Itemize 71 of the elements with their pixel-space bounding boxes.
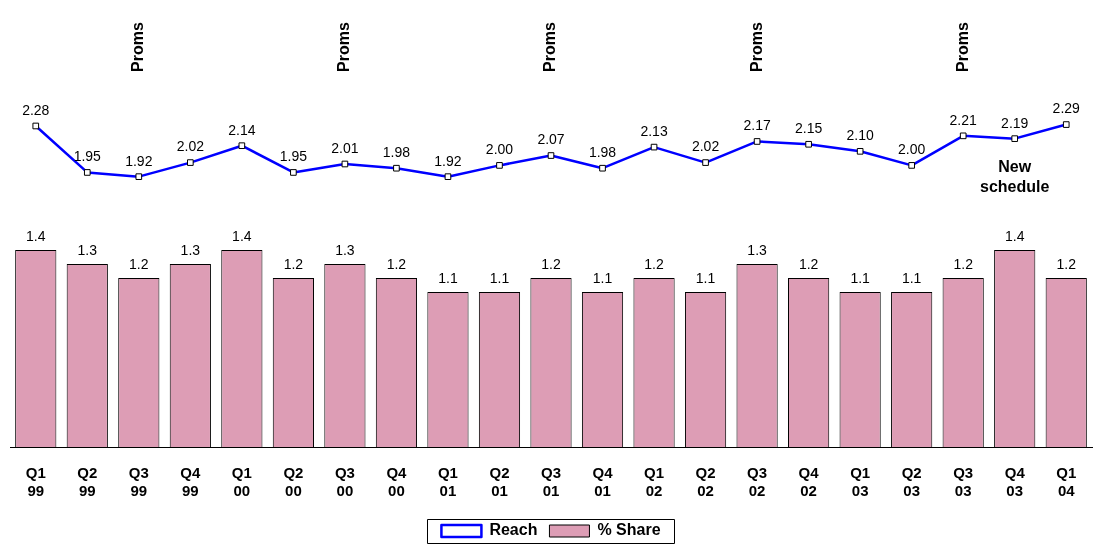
data-label: 1.1 bbox=[438, 269, 458, 286]
data-label: 2.00 bbox=[898, 141, 926, 158]
x-tick-label: Q4 99 bbox=[180, 464, 201, 500]
data-label: 2.21 bbox=[949, 111, 978, 128]
data-label: 1.95 bbox=[279, 148, 308, 165]
data-label: 2.02 bbox=[691, 138, 720, 155]
data-label: 1.92 bbox=[434, 152, 462, 169]
text: Proms bbox=[335, 22, 353, 72]
data-label: 1.95 bbox=[73, 148, 102, 165]
x-tick-label: Q4 01 bbox=[592, 464, 614, 500]
data-label: 2.19 bbox=[1001, 114, 1029, 131]
data-label: 1.4 bbox=[1004, 227, 1025, 244]
data-label: 1.2 bbox=[1056, 255, 1077, 272]
data-label: 1.98 bbox=[382, 144, 411, 161]
data-label: 2.01 bbox=[331, 139, 359, 156]
data-label: 1.3 bbox=[747, 241, 768, 258]
x-tick-label: Q1 02 bbox=[644, 464, 665, 500]
data-label: 1.1 bbox=[592, 269, 613, 286]
x-tick-label: Q2 02 bbox=[695, 464, 716, 500]
x-tick-label: Q1 99 bbox=[25, 464, 46, 500]
data-label: 1.4 bbox=[26, 227, 46, 244]
x-tick-label: Q2 00 bbox=[283, 464, 304, 500]
data-label: 1.4 bbox=[232, 227, 252, 244]
data-label: 2.14 bbox=[228, 121, 256, 138]
data-label: 1.92 bbox=[125, 152, 153, 169]
data-label: 1.2 bbox=[541, 255, 561, 272]
data-label: 1.1 bbox=[850, 269, 871, 286]
data-label: 2.15 bbox=[794, 120, 823, 137]
data-label: 1.1 bbox=[489, 269, 510, 286]
x-tick-label: Q1 01 bbox=[437, 464, 458, 500]
data-label: 2.02 bbox=[176, 138, 205, 155]
data-label: 2.28 bbox=[22, 101, 50, 118]
data-label: 1.3 bbox=[77, 241, 98, 258]
data-label: 1.3 bbox=[180, 241, 201, 258]
data-label: 2.29 bbox=[1052, 100, 1081, 117]
x-tick-label: Q4 00 bbox=[386, 464, 408, 500]
text: Proms bbox=[953, 22, 971, 72]
text: Proms bbox=[129, 22, 147, 72]
data-label: 2.07 bbox=[537, 131, 565, 148]
x-tick-label: Q4 02 bbox=[798, 464, 820, 500]
data-label: 2.00 bbox=[485, 141, 514, 158]
x-tick-label: Q2 99 bbox=[77, 464, 98, 500]
data-label: 1.3 bbox=[335, 241, 355, 258]
data-label: 2.17 bbox=[743, 117, 771, 134]
data-label: 1.98 bbox=[588, 144, 617, 161]
data-label: 1.2 bbox=[283, 255, 304, 272]
data-label: 1.2 bbox=[953, 255, 974, 272]
x-tick-label: Q3 00 bbox=[334, 464, 355, 500]
x-tick-label: Q3 99 bbox=[128, 464, 149, 500]
x-tick-label: Q1 03 bbox=[850, 464, 871, 500]
x-tick-label: Q2 01 bbox=[489, 464, 510, 500]
data-label: 2.10 bbox=[846, 127, 874, 144]
data-label: 1.2 bbox=[798, 255, 819, 272]
x-tick-label: Q1 00 bbox=[231, 464, 252, 500]
data-label: 1.2 bbox=[644, 255, 664, 272]
annotation: New schedule bbox=[980, 158, 1050, 196]
x-tick-label: Q4 03 bbox=[1004, 464, 1026, 500]
data-label: 1.2 bbox=[386, 255, 407, 272]
data-label: 2.13 bbox=[640, 122, 668, 139]
x-tick-label: Q3 03 bbox=[953, 464, 974, 500]
x-tick-label: Q3 01 bbox=[540, 464, 562, 500]
data-label: 1.1 bbox=[695, 269, 716, 286]
x-tick-label: Q2 03 bbox=[901, 464, 922, 500]
legend-label: Reach bbox=[489, 521, 538, 539]
x-tick-label: Q1 04 bbox=[1056, 464, 1077, 500]
text: Proms bbox=[747, 22, 765, 72]
x-tick-label: Q3 02 bbox=[747, 464, 768, 500]
legend-label: % Share bbox=[597, 521, 661, 539]
text: Proms bbox=[541, 22, 559, 72]
data-label: 1.2 bbox=[129, 255, 149, 272]
data-label: 1.1 bbox=[901, 269, 922, 286]
